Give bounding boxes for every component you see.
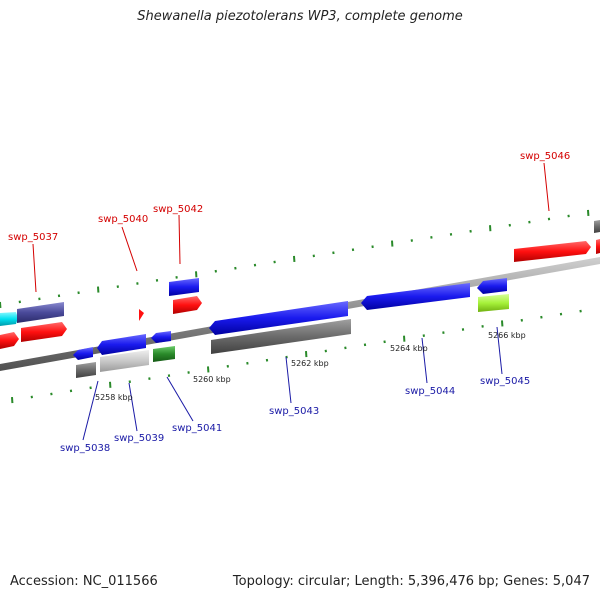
label-swp_5039: swp_5039 — [114, 433, 164, 444]
gene-swp_5042[interactable] — [173, 296, 202, 314]
scale-label-5258: 5258 kbp — [95, 393, 133, 402]
label-swp_5040: swp_5040 — [98, 214, 148, 225]
gene-swp_5045[interactable] — [478, 294, 509, 312]
label-swp_5045: swp_5045 — [480, 376, 530, 387]
gene-gray-topright[interactable] — [594, 220, 600, 233]
accession-label: Accession: NC_011566 — [10, 574, 158, 589]
gene-red-right[interactable] — [596, 239, 600, 254]
gene-red-5037b[interactable] — [21, 322, 67, 342]
gene-swp_5042-blue[interactable] — [169, 278, 199, 296]
gene-swp_5038-blue[interactable] — [73, 347, 93, 360]
gene-swp_5041-blue[interactable] — [151, 331, 171, 343]
forward-strand — [0, 220, 600, 349]
gene-red-left[interactable] — [0, 332, 19, 349]
gene-swp_5039-blue[interactable] — [97, 334, 146, 355]
leader-lines — [32, 162, 550, 441]
gene-swp_5037[interactable] — [17, 302, 64, 323]
gene-swp_5040[interactable] — [139, 309, 144, 321]
reverse-strand — [73, 278, 509, 378]
gene-swp_5046[interactable] — [514, 241, 591, 262]
label-swp_5044: swp_5044 — [405, 386, 455, 397]
gene-swp_5038[interactable] — [76, 362, 96, 378]
gene-swp_5043-blue[interactable] — [209, 301, 348, 335]
label-swp_5042: swp_5042 — [153, 204, 203, 215]
label-swp_5037: swp_5037 — [8, 232, 58, 243]
label-swp_5041: swp_5041 — [172, 423, 222, 434]
gene-swp_5045-blue[interactable] — [477, 278, 507, 294]
scale-label-5264: 5264 kbp — [390, 344, 428, 353]
map-title: Shewanella piezotolerans WP3, complete g… — [137, 9, 463, 24]
scale-label-5262: 5262 kbp — [291, 359, 329, 368]
scale-label-5266: 5266 kbp — [488, 331, 526, 340]
upper-scale-ticks — [0, 209, 590, 309]
label-swp_5038: swp_5038 — [60, 443, 110, 454]
label-swp_5046: swp_5046 — [520, 151, 570, 162]
scale-label-5260: 5260 kbp — [193, 375, 231, 384]
gene-swp_5043[interactable] — [211, 319, 351, 354]
gene-swp_5041[interactable] — [153, 346, 175, 362]
gene-swp_5037-cyan[interactable] — [0, 312, 18, 326]
topology-label: Topology: circular; Length: 5,396,476 bp… — [232, 574, 590, 589]
gene-swp_5044[interactable] — [361, 283, 470, 310]
gene-swp_5039[interactable] — [100, 350, 149, 372]
lower-scale-ticks — [11, 309, 582, 404]
label-swp_5043: swp_5043 — [269, 406, 319, 417]
